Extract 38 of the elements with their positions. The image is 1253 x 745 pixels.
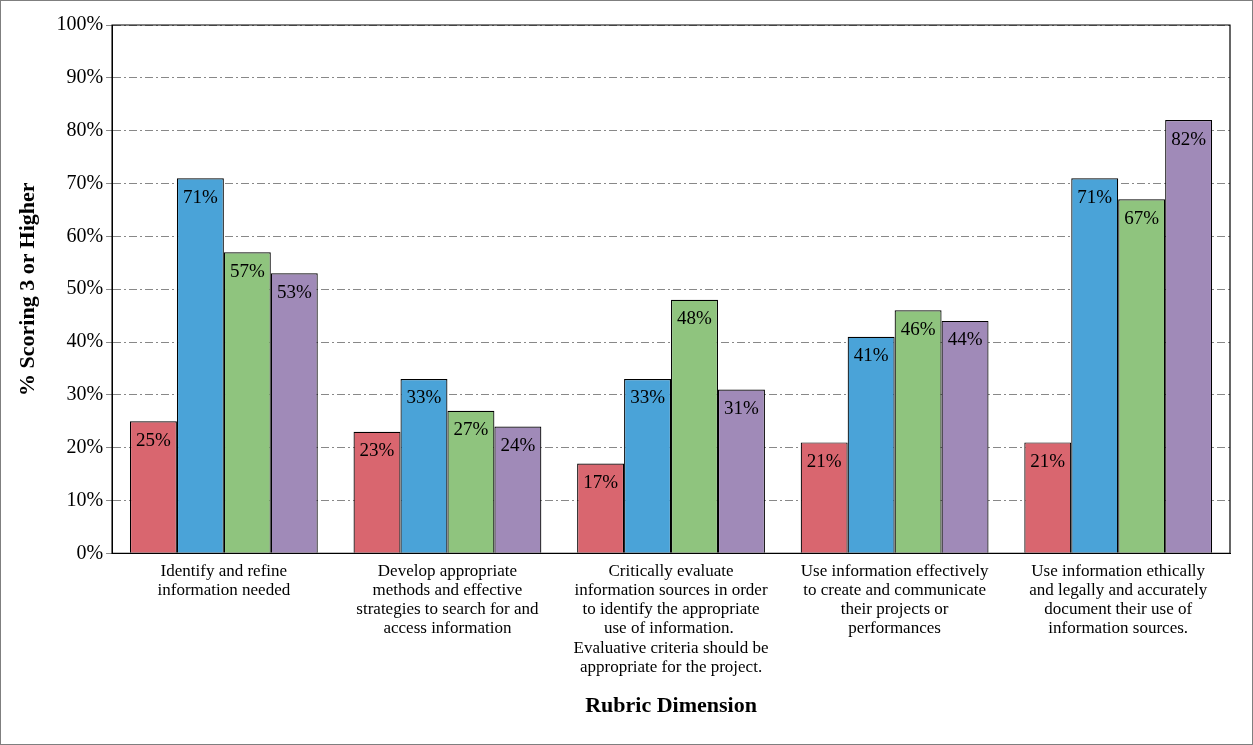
data-label: 33% <box>406 386 442 408</box>
data-label: 44% <box>947 328 983 350</box>
data-label: 82% <box>1171 127 1207 149</box>
data-label: 41% <box>853 344 889 366</box>
data-label: 71% <box>182 185 218 207</box>
x-tick-label: Identify and refine information needed <box>157 561 291 600</box>
data-label: 33% <box>630 386 666 408</box>
data-label: 23% <box>359 439 395 461</box>
y-tick-label: 90% <box>66 65 104 88</box>
y-tick-label: 70% <box>66 170 104 193</box>
data-label: 25% <box>136 428 172 450</box>
x-axis-title: Rubric Dimension <box>585 692 757 718</box>
data-label: 46% <box>900 317 936 339</box>
x-tick-label: Critically evaluate information sources in order to identify the appropriate use of information. Evaluative criteria should be appropriate for the project. <box>573 561 769 676</box>
y-tick-label: 100% <box>56 12 104 35</box>
y-tick-label: 20% <box>66 434 104 457</box>
y-tick-label: 80% <box>66 117 104 140</box>
x-tick-label: Develop appropriate methods and effective strategies to search for and access information <box>356 561 540 638</box>
y-tick-label: 0% <box>76 540 104 563</box>
data-label: 17% <box>583 471 619 493</box>
y-tick-label: 50% <box>66 276 104 299</box>
y-tick-label: 40% <box>66 329 104 352</box>
data-label: 21% <box>806 449 842 471</box>
data-label: 31% <box>724 397 760 419</box>
data-label: 48% <box>677 307 713 329</box>
x-tick-label: Use information ethically and legally and accurately document their use of information sources. <box>1029 561 1208 638</box>
y-tick-label: 10% <box>66 487 104 510</box>
data-label: 57% <box>229 259 265 281</box>
data-label: 67% <box>1124 206 1160 228</box>
data-label: 21% <box>1030 449 1066 471</box>
data-label: 27% <box>453 418 489 440</box>
x-tick-label: Use information effectively to create and communicate their projects or performances <box>800 561 989 638</box>
data-label: 24% <box>500 434 536 456</box>
y-axis-title: % Scoring 3 or Higher <box>13 182 39 396</box>
data-label: 53% <box>276 280 312 302</box>
data-label: 71% <box>1077 185 1113 207</box>
y-tick-label: 30% <box>66 382 104 405</box>
y-tick-label: 60% <box>66 223 104 246</box>
